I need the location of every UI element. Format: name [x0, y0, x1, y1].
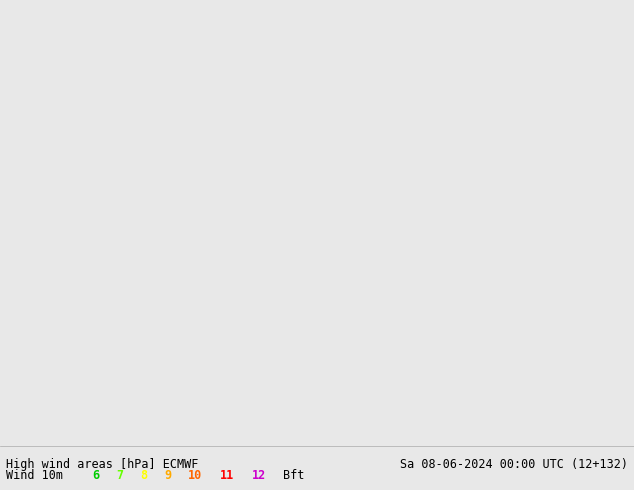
Text: Wind 10m: Wind 10m [6, 469, 63, 482]
Text: 12: 12 [252, 469, 266, 482]
Text: 11: 11 [220, 469, 234, 482]
Text: 8: 8 [140, 469, 147, 482]
Text: Bft: Bft [283, 469, 305, 482]
Text: 7: 7 [116, 469, 123, 482]
Text: 6: 6 [92, 469, 99, 482]
Text: 9: 9 [164, 469, 171, 482]
Text: High wind areas [hPa] ECMWF: High wind areas [hPa] ECMWF [6, 458, 198, 471]
Text: Sa 08-06-2024 00:00 UTC (12+132): Sa 08-06-2024 00:00 UTC (12+132) [399, 458, 628, 471]
Text: 10: 10 [188, 469, 202, 482]
